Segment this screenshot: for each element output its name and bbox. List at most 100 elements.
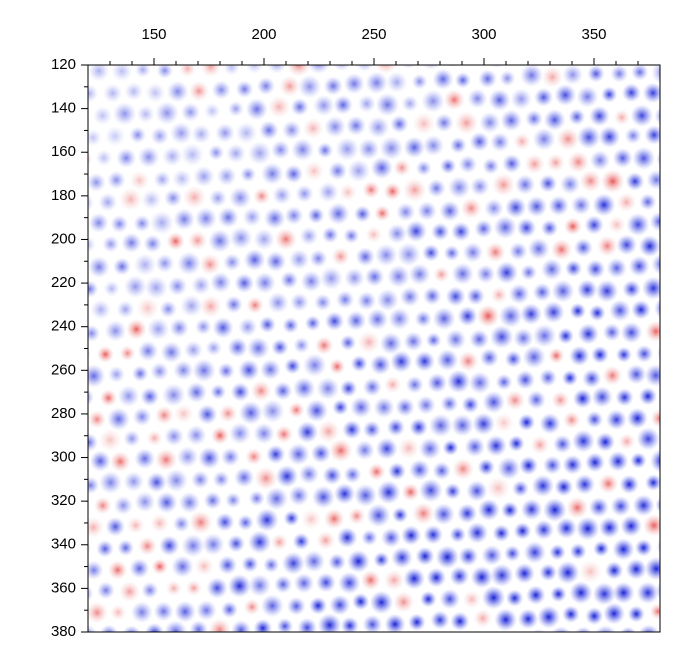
red-spot (93, 496, 112, 515)
blue-spot (607, 450, 629, 472)
blue-spot (272, 185, 292, 205)
red-spot (150, 513, 170, 533)
blue-spot (260, 594, 284, 618)
blue-spot (171, 555, 194, 578)
blue-spot (554, 477, 574, 497)
red-spot (182, 185, 207, 210)
blue-spot (270, 140, 291, 160)
blue-spot (532, 324, 557, 348)
blue-spot (655, 497, 660, 513)
red-spot (288, 401, 305, 419)
blue-spot (129, 126, 147, 144)
blue-spot (198, 446, 221, 470)
blue-spot (447, 176, 471, 199)
blue-spot (439, 157, 457, 175)
blue-spot (531, 474, 555, 498)
blue-spot (88, 348, 91, 360)
blue-spot (564, 259, 583, 278)
blue-spot (589, 150, 611, 171)
blue-spot (88, 364, 106, 388)
blue-spot (298, 463, 320, 485)
blue-spot (645, 474, 660, 491)
blue-spot (274, 575, 293, 594)
blue-spot (422, 243, 440, 262)
red-spot (185, 580, 202, 597)
blue-spot (350, 355, 368, 373)
blue-spot (474, 219, 493, 239)
blue-spot (539, 413, 561, 435)
blue-spot (88, 212, 109, 233)
blue-spot (493, 215, 517, 240)
blue-spot (353, 483, 378, 507)
blue-spot (309, 249, 328, 268)
red-spot (118, 187, 143, 212)
blue-spot (137, 146, 160, 169)
blue-spot (189, 620, 208, 632)
blue-spot (343, 227, 360, 244)
blue-spot (113, 495, 133, 516)
blue-spot (562, 605, 580, 623)
blue-spot (310, 443, 331, 464)
blue-spot (220, 601, 238, 619)
blue-spot (177, 251, 202, 276)
blue-spot (256, 76, 276, 96)
blue-spot (409, 417, 428, 437)
blue-spot (625, 172, 645, 191)
blue-spot (415, 160, 432, 177)
blue-spot (523, 541, 546, 564)
blue-spot (259, 120, 279, 141)
blue-spot (485, 435, 507, 457)
blue-spot (134, 65, 151, 78)
blue-spot (605, 561, 624, 580)
blue-spot (181, 534, 205, 558)
blue-spot (104, 320, 127, 342)
red-spot (397, 437, 420, 460)
blue-spot (324, 115, 346, 138)
blue-spot (267, 65, 287, 74)
blue-spot (638, 387, 658, 406)
y-tick-label: 220 (51, 274, 76, 291)
red-spot (270, 533, 288, 551)
blue-spot (376, 288, 400, 312)
blue-spot (282, 317, 299, 334)
blue-spot (442, 439, 459, 456)
blue-spot (316, 572, 336, 593)
blue-spot (316, 142, 334, 159)
blue-spot (292, 377, 316, 400)
red-spot (362, 180, 381, 199)
blue-spot (361, 529, 378, 546)
red-spot (109, 451, 131, 473)
blue-spot (95, 149, 113, 167)
blue-spot (449, 526, 467, 543)
blue-spot (514, 563, 535, 584)
blue-spot (328, 161, 348, 181)
blue-spot (205, 339, 222, 357)
blue-spot (649, 449, 660, 473)
blue-spot (208, 189, 227, 208)
blue-spot (662, 386, 678, 402)
blue-spot (417, 201, 437, 221)
blue-spot (347, 159, 371, 183)
blue-spot (517, 608, 539, 630)
blue-spot (509, 44, 529, 64)
blue-spot (388, 307, 411, 331)
blue-spot (388, 462, 406, 481)
blue-spot (588, 497, 609, 518)
blue-spot (418, 478, 443, 503)
blue-spot (392, 506, 409, 524)
blue-spot (333, 95, 353, 115)
blue-spot (568, 108, 586, 126)
red-spot (530, 435, 550, 455)
red-spot (154, 448, 178, 471)
blue-spot (458, 546, 479, 567)
blue-spot (284, 357, 301, 375)
blue-spot (339, 334, 357, 351)
blue-spot (585, 259, 606, 279)
blue-spot (342, 419, 362, 440)
blue-spot (381, 527, 402, 548)
blue-spot (364, 267, 385, 287)
blue-spot (502, 153, 522, 174)
blue-spot (362, 377, 382, 397)
blue-spot (316, 377, 340, 400)
blue-spot (451, 413, 474, 437)
